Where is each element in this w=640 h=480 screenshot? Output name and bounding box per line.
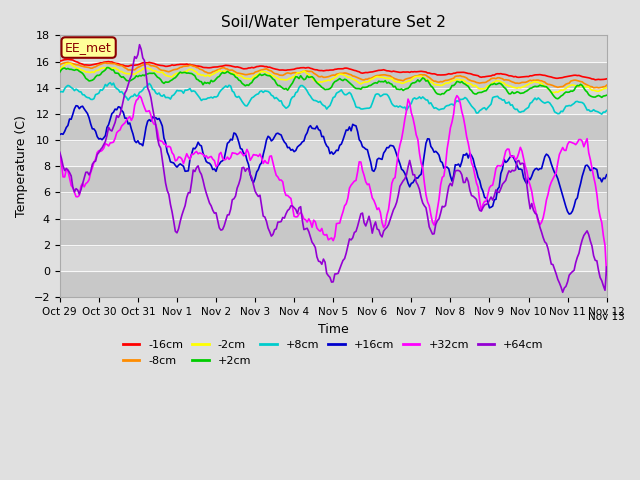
Bar: [60, 140, 607, 166]
Text: EE_met: EE_met: [65, 41, 112, 54]
Bar: [60, 219, 607, 245]
Bar: [60, 271, 607, 297]
Bar: [60, 61, 607, 88]
Bar: [60, 88, 607, 114]
Bar: [60, 192, 607, 219]
Title: Soil/Water Temperature Set 2: Soil/Water Temperature Set 2: [221, 15, 445, 30]
Bar: [60, 36, 607, 61]
Legend: -16cm, -8cm, -2cm, +2cm, +8cm, +16cm, +32cm, +64cm: -16cm, -8cm, -2cm, +2cm, +8cm, +16cm, +3…: [118, 336, 548, 370]
Text: Nov 13: Nov 13: [588, 312, 625, 322]
Bar: [60, 166, 607, 192]
Y-axis label: Temperature (C): Temperature (C): [15, 115, 28, 217]
Bar: [60, 245, 607, 271]
X-axis label: Time: Time: [318, 323, 349, 336]
Bar: [60, 114, 607, 140]
